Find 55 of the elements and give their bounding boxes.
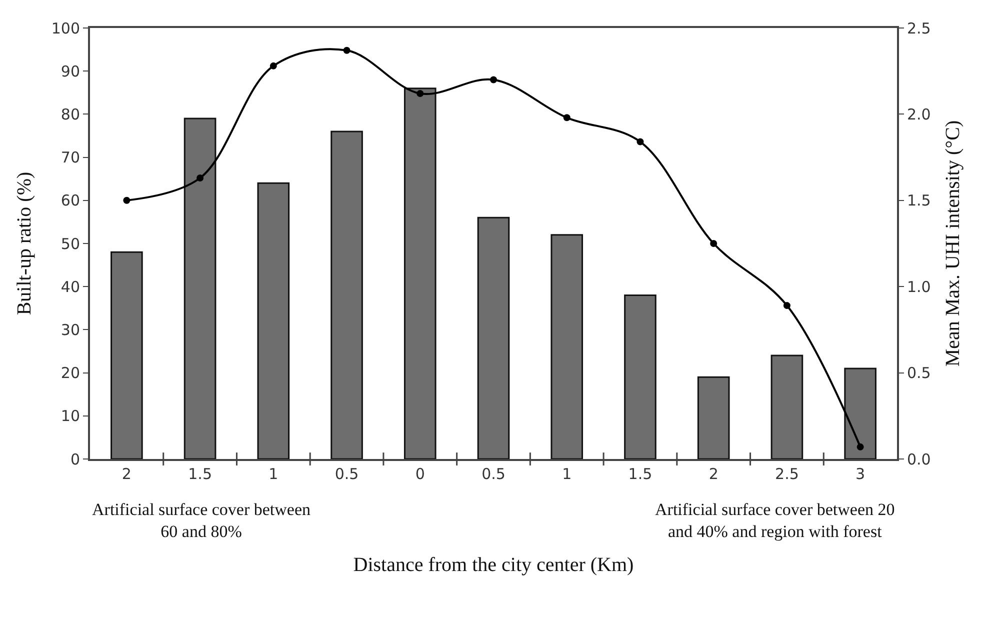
point bbox=[856, 443, 864, 450]
x-tick-label: 2 bbox=[708, 465, 718, 483]
y-tick-label: 100 bbox=[51, 19, 80, 38]
bar bbox=[550, 234, 584, 459]
point bbox=[123, 196, 130, 204]
point bbox=[563, 114, 570, 122]
x-axis-title: Distance from the city center (Km) bbox=[353, 554, 634, 576]
bar bbox=[330, 130, 363, 459]
point bbox=[416, 90, 424, 98]
y2-tick-label: 2.0 bbox=[907, 105, 931, 124]
x-tick-label: 1.5 bbox=[628, 465, 652, 483]
bar bbox=[844, 368, 876, 459]
bar bbox=[770, 354, 804, 459]
y-tick-label: 20 bbox=[60, 364, 80, 382]
text: Artificial surface cover between 60 and 80% bbox=[92, 500, 312, 542]
y2-tick-label: 2.5 bbox=[907, 19, 931, 38]
y-tick-label: 90 bbox=[60, 62, 80, 80]
y-tick-label: 50 bbox=[60, 234, 80, 253]
y-tick-label: 60 bbox=[60, 192, 80, 210]
y-tick-label: 30 bbox=[60, 320, 80, 339]
bar bbox=[257, 182, 290, 459]
point bbox=[270, 62, 277, 70]
x-tick-label: 1 bbox=[268, 465, 278, 483]
y-tick-label: 10 bbox=[60, 407, 80, 426]
y-tick-label: 40 bbox=[60, 278, 80, 296]
y2-tick-label: 0.5 bbox=[907, 364, 931, 382]
x-tick-label: 1 bbox=[562, 465, 572, 483]
x-tick-label: 3 bbox=[856, 465, 866, 483]
y-axis-title: Built-up ratio (%) bbox=[13, 172, 36, 316]
y2-tick-label: 0.0 bbox=[907, 450, 931, 468]
point bbox=[710, 240, 718, 247]
point bbox=[490, 76, 497, 84]
y-tick-label: 0 bbox=[70, 450, 80, 468]
x-tick-label: 2.5 bbox=[775, 465, 799, 483]
y2-tick-label: 1.5 bbox=[907, 192, 931, 210]
bar bbox=[624, 294, 656, 459]
bar bbox=[404, 88, 436, 459]
x-tick-label: 0.5 bbox=[334, 465, 359, 483]
point bbox=[196, 174, 204, 182]
text: Artificial surface cover between 20 and 40% and region with forest bbox=[655, 500, 895, 542]
point bbox=[636, 138, 644, 146]
y2-axis-title: Mean Max. UHI intensity (°C) bbox=[942, 120, 964, 367]
bar bbox=[110, 251, 143, 459]
point bbox=[343, 46, 350, 54]
bar bbox=[184, 118, 216, 459]
y2-tick-label: 1.0 bbox=[907, 278, 931, 296]
y-tick-label: 70 bbox=[60, 148, 80, 167]
x-tick-label: 1.5 bbox=[188, 465, 212, 483]
x-tick-label: 2 bbox=[122, 465, 132, 483]
x-tick-label: 0 bbox=[415, 465, 425, 483]
x-tick-label: 0.5 bbox=[482, 465, 506, 483]
y-tick-label: 80 bbox=[60, 105, 80, 124]
bar bbox=[477, 216, 510, 459]
point bbox=[783, 302, 790, 310]
bar bbox=[697, 376, 730, 459]
